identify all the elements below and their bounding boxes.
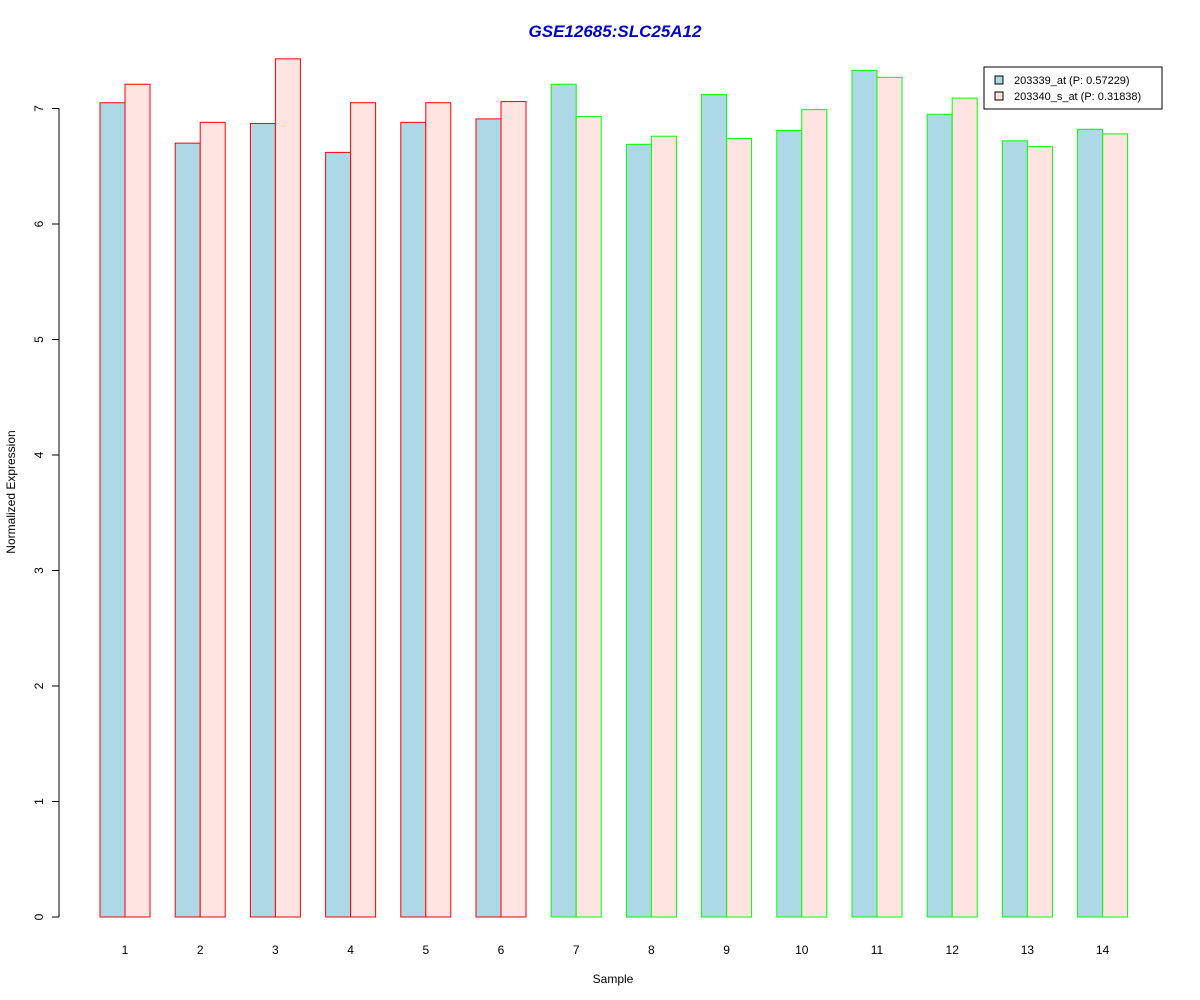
y-tick-label: 1 (32, 798, 46, 805)
x-tick-label: 5 (422, 943, 429, 957)
bar-series-2-sample-1 (124, 83, 151, 918)
x-tick-label: 9 (723, 943, 730, 957)
legend-swatch (994, 75, 1004, 85)
bar-series-1-sample-2 (174, 142, 201, 918)
chart-title: GSE12685:SLC25A12 (529, 22, 702, 41)
bar-series-1-sample-9 (701, 94, 728, 918)
legend-label: 203339_at (P: 0.57229) (1014, 75, 1130, 87)
bar-series-2-sample-6 (500, 101, 527, 918)
bar-series-1-sample-12 (926, 113, 953, 918)
y-tick-label: 3 (32, 567, 46, 574)
legend-swatch (994, 91, 1004, 101)
bar-series-1-sample-11 (851, 69, 878, 918)
legend-label: 203340_s_at (P: 0.31838) (1014, 91, 1141, 103)
bar-series-2-sample-13 (1026, 146, 1053, 918)
x-tick-label: 11 (871, 943, 884, 957)
x-tick-label: 3 (272, 943, 279, 957)
bar-series-1-sample-1 (99, 102, 126, 918)
bar-series-2-sample-12 (951, 97, 978, 918)
bar-series-2-sample-8 (650, 135, 677, 918)
y-tick-label: 4 (32, 451, 46, 458)
bar-series-2-sample-2 (199, 121, 226, 918)
bar-series-2-sample-4 (350, 102, 377, 918)
bar-series-1-sample-10 (776, 129, 803, 918)
y-tick-label: 7 (32, 105, 46, 112)
bar-series-2-sample-5 (425, 102, 452, 918)
bar-series-1-sample-7 (550, 83, 577, 918)
x-tick-label: 6 (498, 943, 505, 957)
legend: 203339_at (P: 0.57229) 203340_s_at (P: 0.… (983, 66, 1163, 110)
bar-series-1-sample-6 (475, 118, 502, 918)
x-tick-label: 1 (122, 943, 129, 957)
bar-series-2-sample-3 (274, 58, 301, 918)
bar-series-2-sample-7 (575, 116, 602, 918)
bar-series-1-sample-8 (625, 143, 652, 918)
y-tick-label: 2 (32, 682, 46, 689)
bar-series-2-sample-14 (1102, 133, 1129, 918)
x-axis-title: Sample (593, 972, 634, 986)
x-tick-label: 2 (197, 943, 204, 957)
bar-series-1-sample-3 (249, 123, 276, 918)
x-tick-label: 13 (1021, 943, 1035, 957)
x-tick-label: 12 (946, 943, 960, 957)
x-tick-label: 10 (795, 943, 809, 957)
x-tick-label: 4 (347, 943, 354, 957)
bar-series-1-sample-14 (1077, 128, 1104, 918)
x-tick-label: 8 (648, 943, 655, 957)
y-tick-label: 6 (32, 220, 46, 227)
y-tick-label: 5 (32, 336, 46, 343)
bar-series-2-sample-11 (876, 76, 903, 918)
bar-series-2-sample-10 (801, 109, 828, 918)
x-tick-label: 7 (573, 943, 580, 957)
bar-series-2-sample-9 (726, 138, 753, 918)
bars-layer (99, 58, 1129, 918)
y-tick-label: 0 (32, 913, 46, 920)
bar-series-1-sample-4 (325, 151, 352, 918)
bar-series-1-sample-13 (1001, 140, 1028, 918)
bar-series-1-sample-5 (400, 121, 427, 918)
legend-box (983, 66, 1163, 110)
x-tick-label: 14 (1096, 943, 1110, 957)
y-axis-title: Normalized Expression (4, 430, 18, 553)
